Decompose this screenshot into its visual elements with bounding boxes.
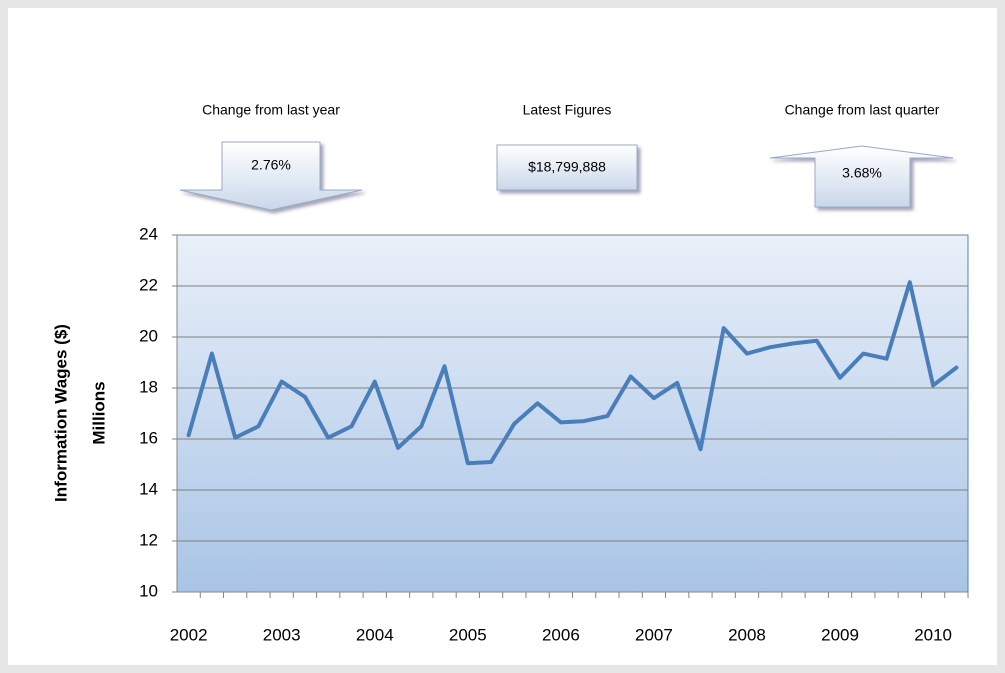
x-tick-label: 2010: [914, 625, 952, 644]
data-line: [186, 280, 959, 466]
indicator-value: 2.76%: [251, 157, 291, 173]
indicator-label: Change from last quarter: [785, 102, 940, 118]
x-tick-label: 2002: [170, 625, 208, 644]
plot-area: [176, 234, 969, 593]
y-tick-label: 12: [139, 530, 158, 549]
y-tick-label: 24: [139, 224, 158, 243]
x-tick-label: 2004: [356, 625, 394, 644]
x-tick-label: 2007: [635, 625, 673, 644]
arrow-down: [179, 141, 363, 211]
x-tick-label: 2003: [263, 625, 301, 644]
x-tick-label: 2005: [449, 625, 487, 644]
y-tick-label: 16: [139, 428, 158, 447]
x-tick-label: 2009: [821, 625, 859, 644]
x-tick-label: 2006: [542, 625, 580, 644]
y-tick-label: 14: [139, 479, 158, 498]
y-axis-label: Information Wages ($): [51, 324, 70, 502]
indicator-label: Latest Figures: [523, 102, 612, 118]
indicator-box: [496, 144, 638, 191]
y-tick-label: 18: [139, 377, 158, 396]
y-tick-label: 22: [139, 275, 158, 294]
indicator-value: $18,799,888: [528, 159, 606, 175]
y-tick-label: 20: [139, 326, 158, 345]
y-tick-label: 10: [139, 581, 158, 600]
indicator-value: 3.68%: [842, 165, 882, 181]
arrow-up: [769, 145, 954, 208]
y-axis-units: Millions: [89, 381, 108, 444]
x-tick-label: 2008: [728, 625, 766, 644]
indicator-label: Change from last year: [202, 102, 340, 118]
